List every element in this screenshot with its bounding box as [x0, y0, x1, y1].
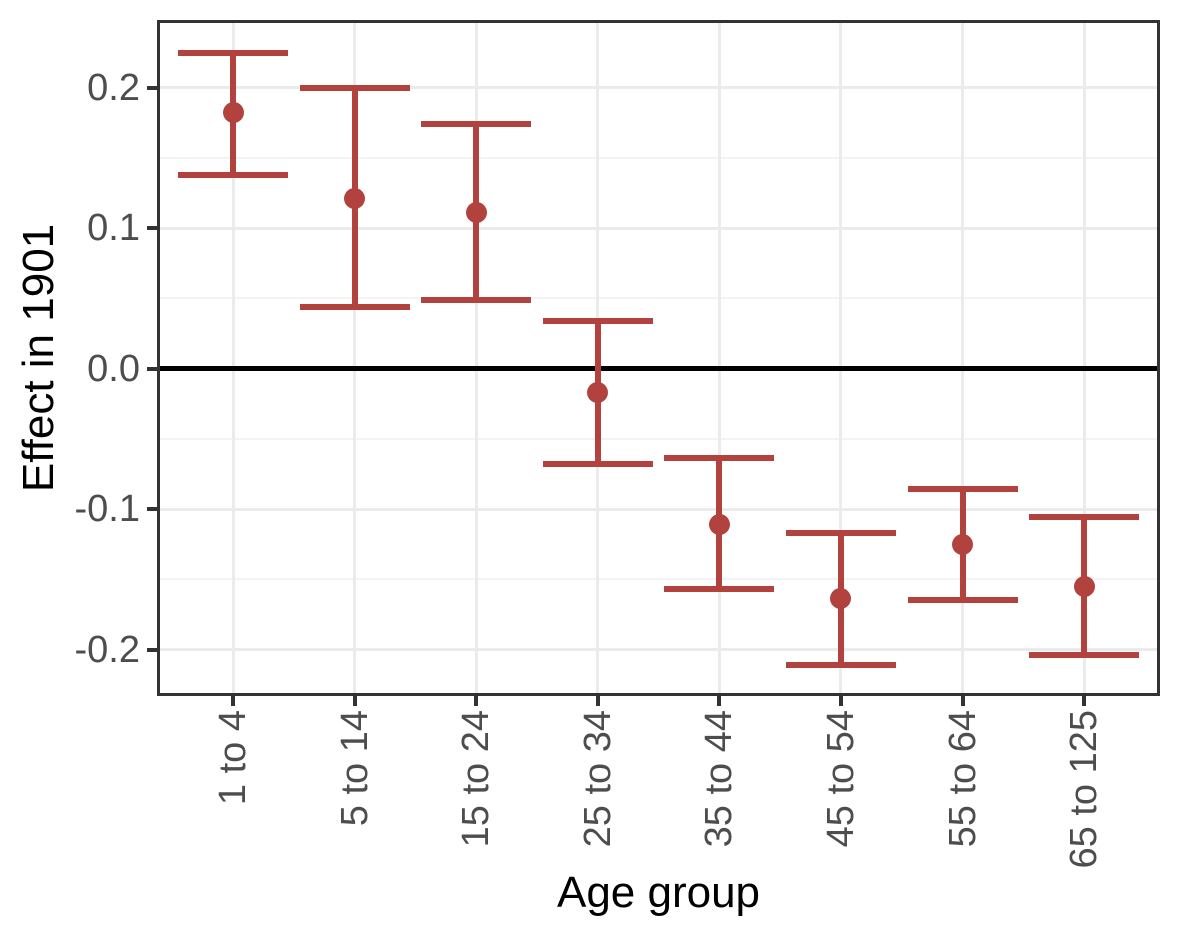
y-axis-tick — [147, 647, 158, 652]
horizontal-gridline-minor — [160, 156, 1157, 159]
point-estimate-dot — [587, 381, 609, 403]
point-estimate-dot — [1073, 575, 1095, 597]
errorbar-cap-bottom — [907, 597, 1018, 604]
y-axis-tick — [147, 507, 158, 511]
point-estimate-dot — [344, 188, 365, 210]
errorbar-cap-bottom — [542, 461, 653, 467]
errorbar-cap-top — [299, 84, 410, 91]
x-axis-tick — [474, 695, 479, 706]
errorbar-cap-bottom — [664, 586, 775, 593]
x-axis-tick — [838, 695, 843, 706]
errorbar-cap-top — [785, 529, 896, 536]
vertical-gridline — [474, 23, 478, 693]
horizontal-gridline-major — [160, 507, 1157, 511]
y-axis-tick — [147, 366, 158, 371]
vertical-gridline — [231, 23, 235, 693]
horizontal-gridline-minor — [160, 297, 1157, 300]
point-estimate-dot — [708, 513, 730, 535]
errorbar-cap-top — [542, 317, 653, 324]
x-axis-title: Age group — [556, 868, 761, 917]
plot-panel — [160, 23, 1157, 693]
y-tick-label: 0.0 — [87, 347, 140, 390]
vertical-gridline — [717, 23, 721, 693]
y-tick-label: -0.1 — [74, 488, 140, 530]
y-tick-label: 0.2 — [87, 66, 140, 109]
errorbar-cap-bottom — [421, 296, 532, 303]
errorbar-cap-top — [907, 486, 1018, 493]
x-tick-label: 1 to 4 — [212, 710, 254, 806]
horizontal-gridline-minor — [160, 437, 1157, 440]
vertical-gridline — [961, 23, 964, 693]
y-tick-label: -0.2 — [74, 628, 140, 671]
errorbar-cap-bottom — [178, 171, 288, 178]
vertical-gridline — [353, 23, 356, 693]
x-tick-label: 45 to 54 — [819, 710, 862, 848]
x-axis-tick — [1082, 695, 1086, 706]
x-axis-tick — [717, 695, 722, 706]
x-axis-tick — [231, 695, 235, 706]
x-axis-tick — [595, 695, 600, 706]
x-tick-label: 55 to 64 — [941, 710, 984, 848]
errorbar-cap-top — [1029, 514, 1139, 521]
errorbar-cap-bottom — [1029, 652, 1139, 659]
errorbar-cap-bottom — [299, 303, 410, 310]
zero-reference-line — [160, 366, 1157, 371]
horizontal-gridline-minor — [160, 578, 1157, 581]
x-tick-label: 25 to 34 — [576, 710, 619, 848]
x-axis-tick — [960, 695, 965, 706]
horizontal-gridline-major — [160, 648, 1157, 651]
x-tick-label: 15 to 24 — [455, 710, 498, 848]
y-axis-title: Effect in 1901 — [14, 223, 63, 493]
errorbar-cap-top — [421, 121, 532, 128]
x-tick-label: 35 to 44 — [698, 710, 741, 848]
x-tick-label: 65 to 125 — [1063, 710, 1105, 869]
errorbar-cap-top — [664, 455, 775, 462]
horizontal-gridline-major — [160, 226, 1157, 230]
horizontal-gridline-major — [160, 86, 1157, 90]
y-axis-tick — [147, 85, 158, 90]
x-tick-label: 5 to 14 — [333, 710, 376, 827]
point-estimate-dot — [465, 202, 487, 224]
y-tick-label: 0.1 — [87, 207, 140, 250]
y-axis-tick — [147, 226, 158, 231]
vertical-gridline — [1082, 23, 1086, 693]
errorbar-cap-top — [178, 49, 288, 56]
point-estimate-dot — [222, 102, 244, 124]
x-axis-tick — [352, 695, 357, 706]
errorbar-cap-bottom — [785, 661, 896, 668]
point-estimate-dot — [952, 533, 973, 555]
vertical-gridline — [839, 23, 843, 693]
point-estimate-dot — [830, 588, 852, 610]
